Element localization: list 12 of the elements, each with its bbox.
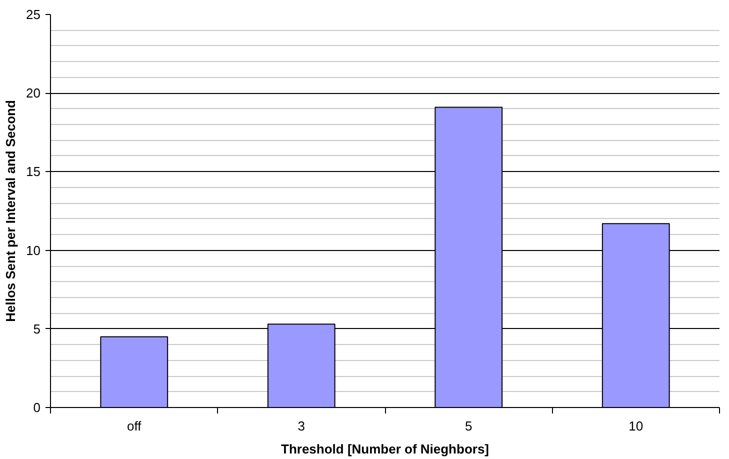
y-tick-label: 25 [26, 7, 41, 22]
x-tick-label: 3 [298, 418, 305, 434]
x-tick-label: off [127, 418, 142, 434]
y-tick-label: 20 [26, 86, 41, 101]
x-tick-label: 5 [465, 418, 472, 434]
y-tick-label: 0 [33, 400, 41, 415]
y-tick-label: 5 [33, 321, 41, 336]
y-tick-label: 10 [26, 242, 41, 258]
y-axis-title: Hellos Sent per Interval and Second [3, 100, 18, 322]
y-tick-label: 15 [26, 164, 41, 180]
x-axis-title: Threshold [Number of Nieghbors] [281, 442, 489, 456]
x-tick-label: 10 [628, 418, 644, 434]
